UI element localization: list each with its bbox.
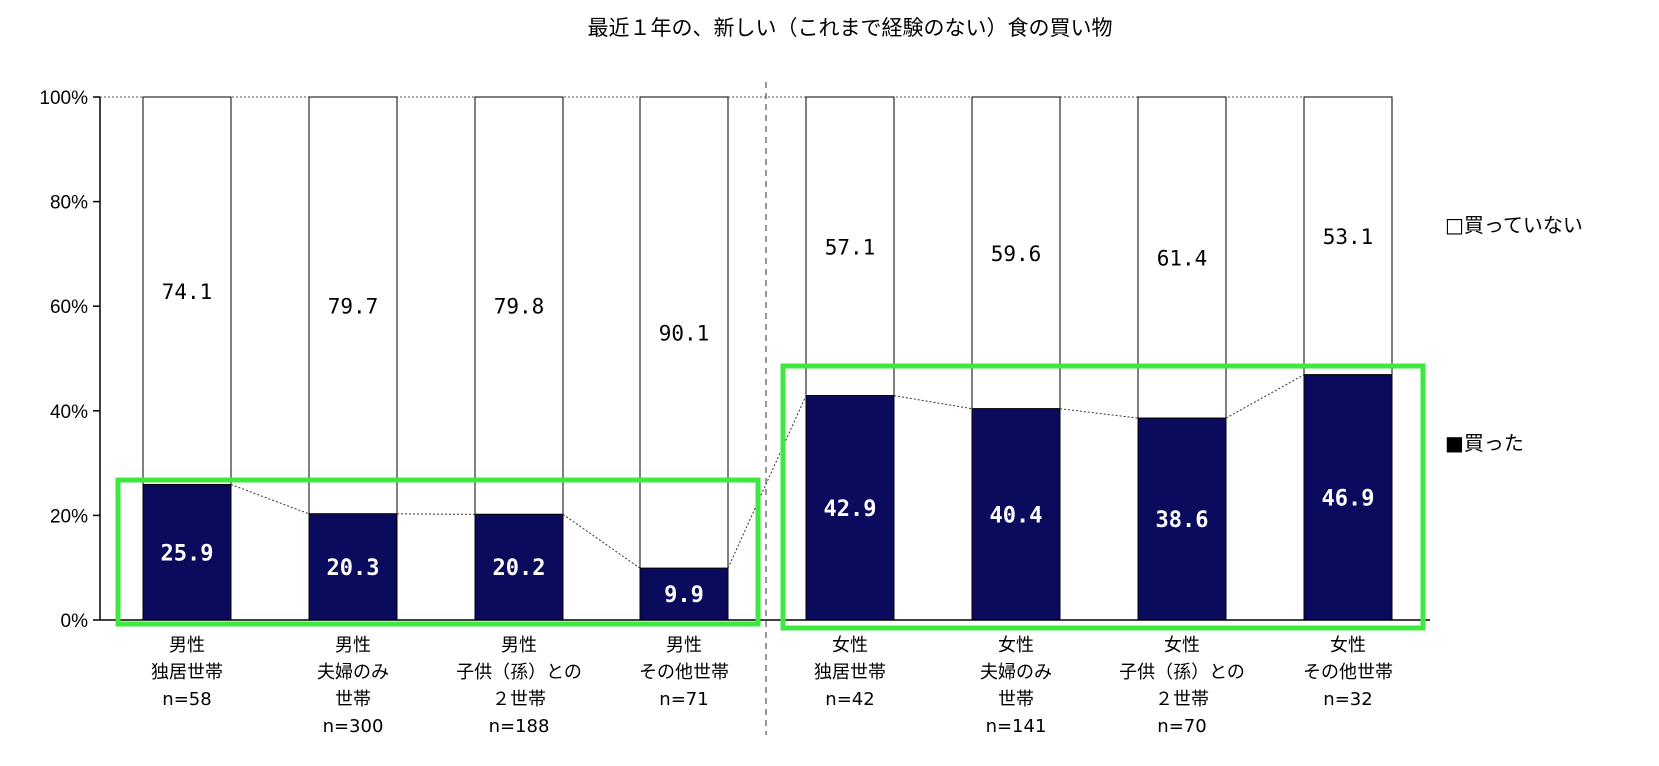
bar-not-bought: [971, 96, 1061, 410]
x-category-label: ２世帯: [492, 689, 546, 710]
bar-not-bought: [308, 96, 398, 515]
x-category-label: n=70: [1157, 716, 1206, 737]
data-label-not-bought: 61.4: [1157, 247, 1208, 271]
legend: □買っていない ■買った: [1445, 213, 1583, 455]
data-label-bought: 20.3: [327, 556, 380, 581]
x-category-label: 夫婦のみ: [980, 662, 1052, 683]
x-category-label: n=32: [1323, 689, 1372, 710]
y-tick-label: 60%: [50, 297, 88, 318]
x-category-label: その他世帯: [639, 662, 729, 683]
x-category-label: 夫婦のみ: [317, 662, 389, 683]
series-connector-lines: [230, 374, 1305, 569]
chart-title: 最近１年の、新しい（これまで経験のない）食の買い物: [588, 16, 1113, 40]
bar-not-bought: [142, 96, 232, 486]
data-label-bought: 20.2: [493, 556, 546, 581]
bar-bought: [1137, 417, 1227, 621]
legend-item-bought: ■買った: [1445, 431, 1524, 455]
x-category-label: 女性: [1330, 635, 1366, 656]
x-category-label: 男性: [666, 635, 702, 656]
data-label-not-bought: 90.1: [659, 322, 710, 346]
bar-not-bought: [639, 96, 729, 569]
x-category-label: n=58: [162, 689, 211, 710]
y-tick-label: 100%: [39, 88, 88, 109]
bar-bought: [474, 513, 564, 621]
series-connector: [727, 395, 807, 569]
x-category-label: 世帯: [335, 689, 371, 710]
series-connector: [1225, 374, 1305, 419]
y-tick-label: 80%: [50, 193, 88, 214]
x-category-label: n=42: [825, 689, 874, 710]
highlight-boxes: [115, 363, 1426, 631]
bar-not-bought: [805, 96, 895, 397]
x-category-label: 女性: [1164, 635, 1200, 656]
y-axis: 0% 20% 40% 60% 80% 100%: [39, 88, 101, 632]
series-connector: [562, 513, 641, 569]
x-category-label: 子供（孫）との: [1119, 662, 1245, 683]
chart-grid: [100, 82, 1370, 735]
y-tick-label: 20%: [50, 506, 88, 527]
x-category-label: 子供（孫）との: [456, 662, 582, 683]
x-category-label: 女性: [998, 635, 1034, 656]
data-label-bought: 9.9: [664, 583, 704, 608]
data-label-bought: 40.4: [990, 503, 1043, 528]
data-label-not-bought: 57.1: [825, 235, 876, 259]
bar-bought: [142, 484, 232, 621]
bar-bought: [971, 408, 1061, 621]
data-labels: 25.9 74.1 20.3 79.7 20.2 79.8 9.9 90.1 42.9 57.1 4…: [161, 225, 1375, 608]
data-label-not-bought: 79.8: [494, 295, 545, 319]
data-label-not-bought: 79.7: [328, 294, 379, 318]
x-category-label: n=141: [986, 716, 1047, 737]
x-category-label: n=188: [489, 716, 550, 737]
legend-item-not-bought: □買っていない: [1445, 213, 1583, 237]
data-label-bought: 42.9: [824, 497, 877, 522]
bar-not-bought: [1303, 96, 1393, 376]
data-label-bought: 25.9: [161, 541, 214, 566]
highlight-box-female: [780, 363, 1426, 631]
bar-bought: [1303, 374, 1393, 621]
x-category-label: n=71: [659, 689, 708, 710]
x-category-label: 独居世帯: [151, 662, 223, 683]
x-category-label: 男性: [335, 635, 371, 656]
data-label-not-bought: 59.6: [991, 242, 1042, 266]
bar-bought: [639, 567, 729, 621]
series-connector: [1059, 408, 1139, 419]
x-category-label: その他世帯: [1303, 662, 1393, 683]
bar-series: [142, 96, 1393, 621]
x-category-label: 男性: [169, 635, 205, 656]
data-label-bought: 38.6: [1156, 508, 1209, 533]
x-category-label: 世帯: [998, 689, 1034, 710]
highlight-box-male: [115, 477, 761, 627]
x-category-label: 女性: [832, 635, 868, 656]
series-connector: [893, 395, 973, 410]
x-category-label: ２世帯: [1155, 689, 1209, 710]
x-category-label: 独居世帯: [814, 662, 886, 683]
series-connector: [396, 513, 476, 515]
data-label-not-bought: 53.1: [1323, 225, 1374, 249]
x-category-label: n=300: [323, 716, 384, 737]
data-label-bought: 46.9: [1322, 486, 1375, 511]
x-category-label: 男性: [501, 635, 537, 656]
y-tick-label: 0%: [61, 611, 89, 632]
series-connector: [230, 484, 310, 515]
data-label-not-bought: 74.1: [162, 280, 213, 304]
y-tick-label: 40%: [50, 402, 88, 423]
